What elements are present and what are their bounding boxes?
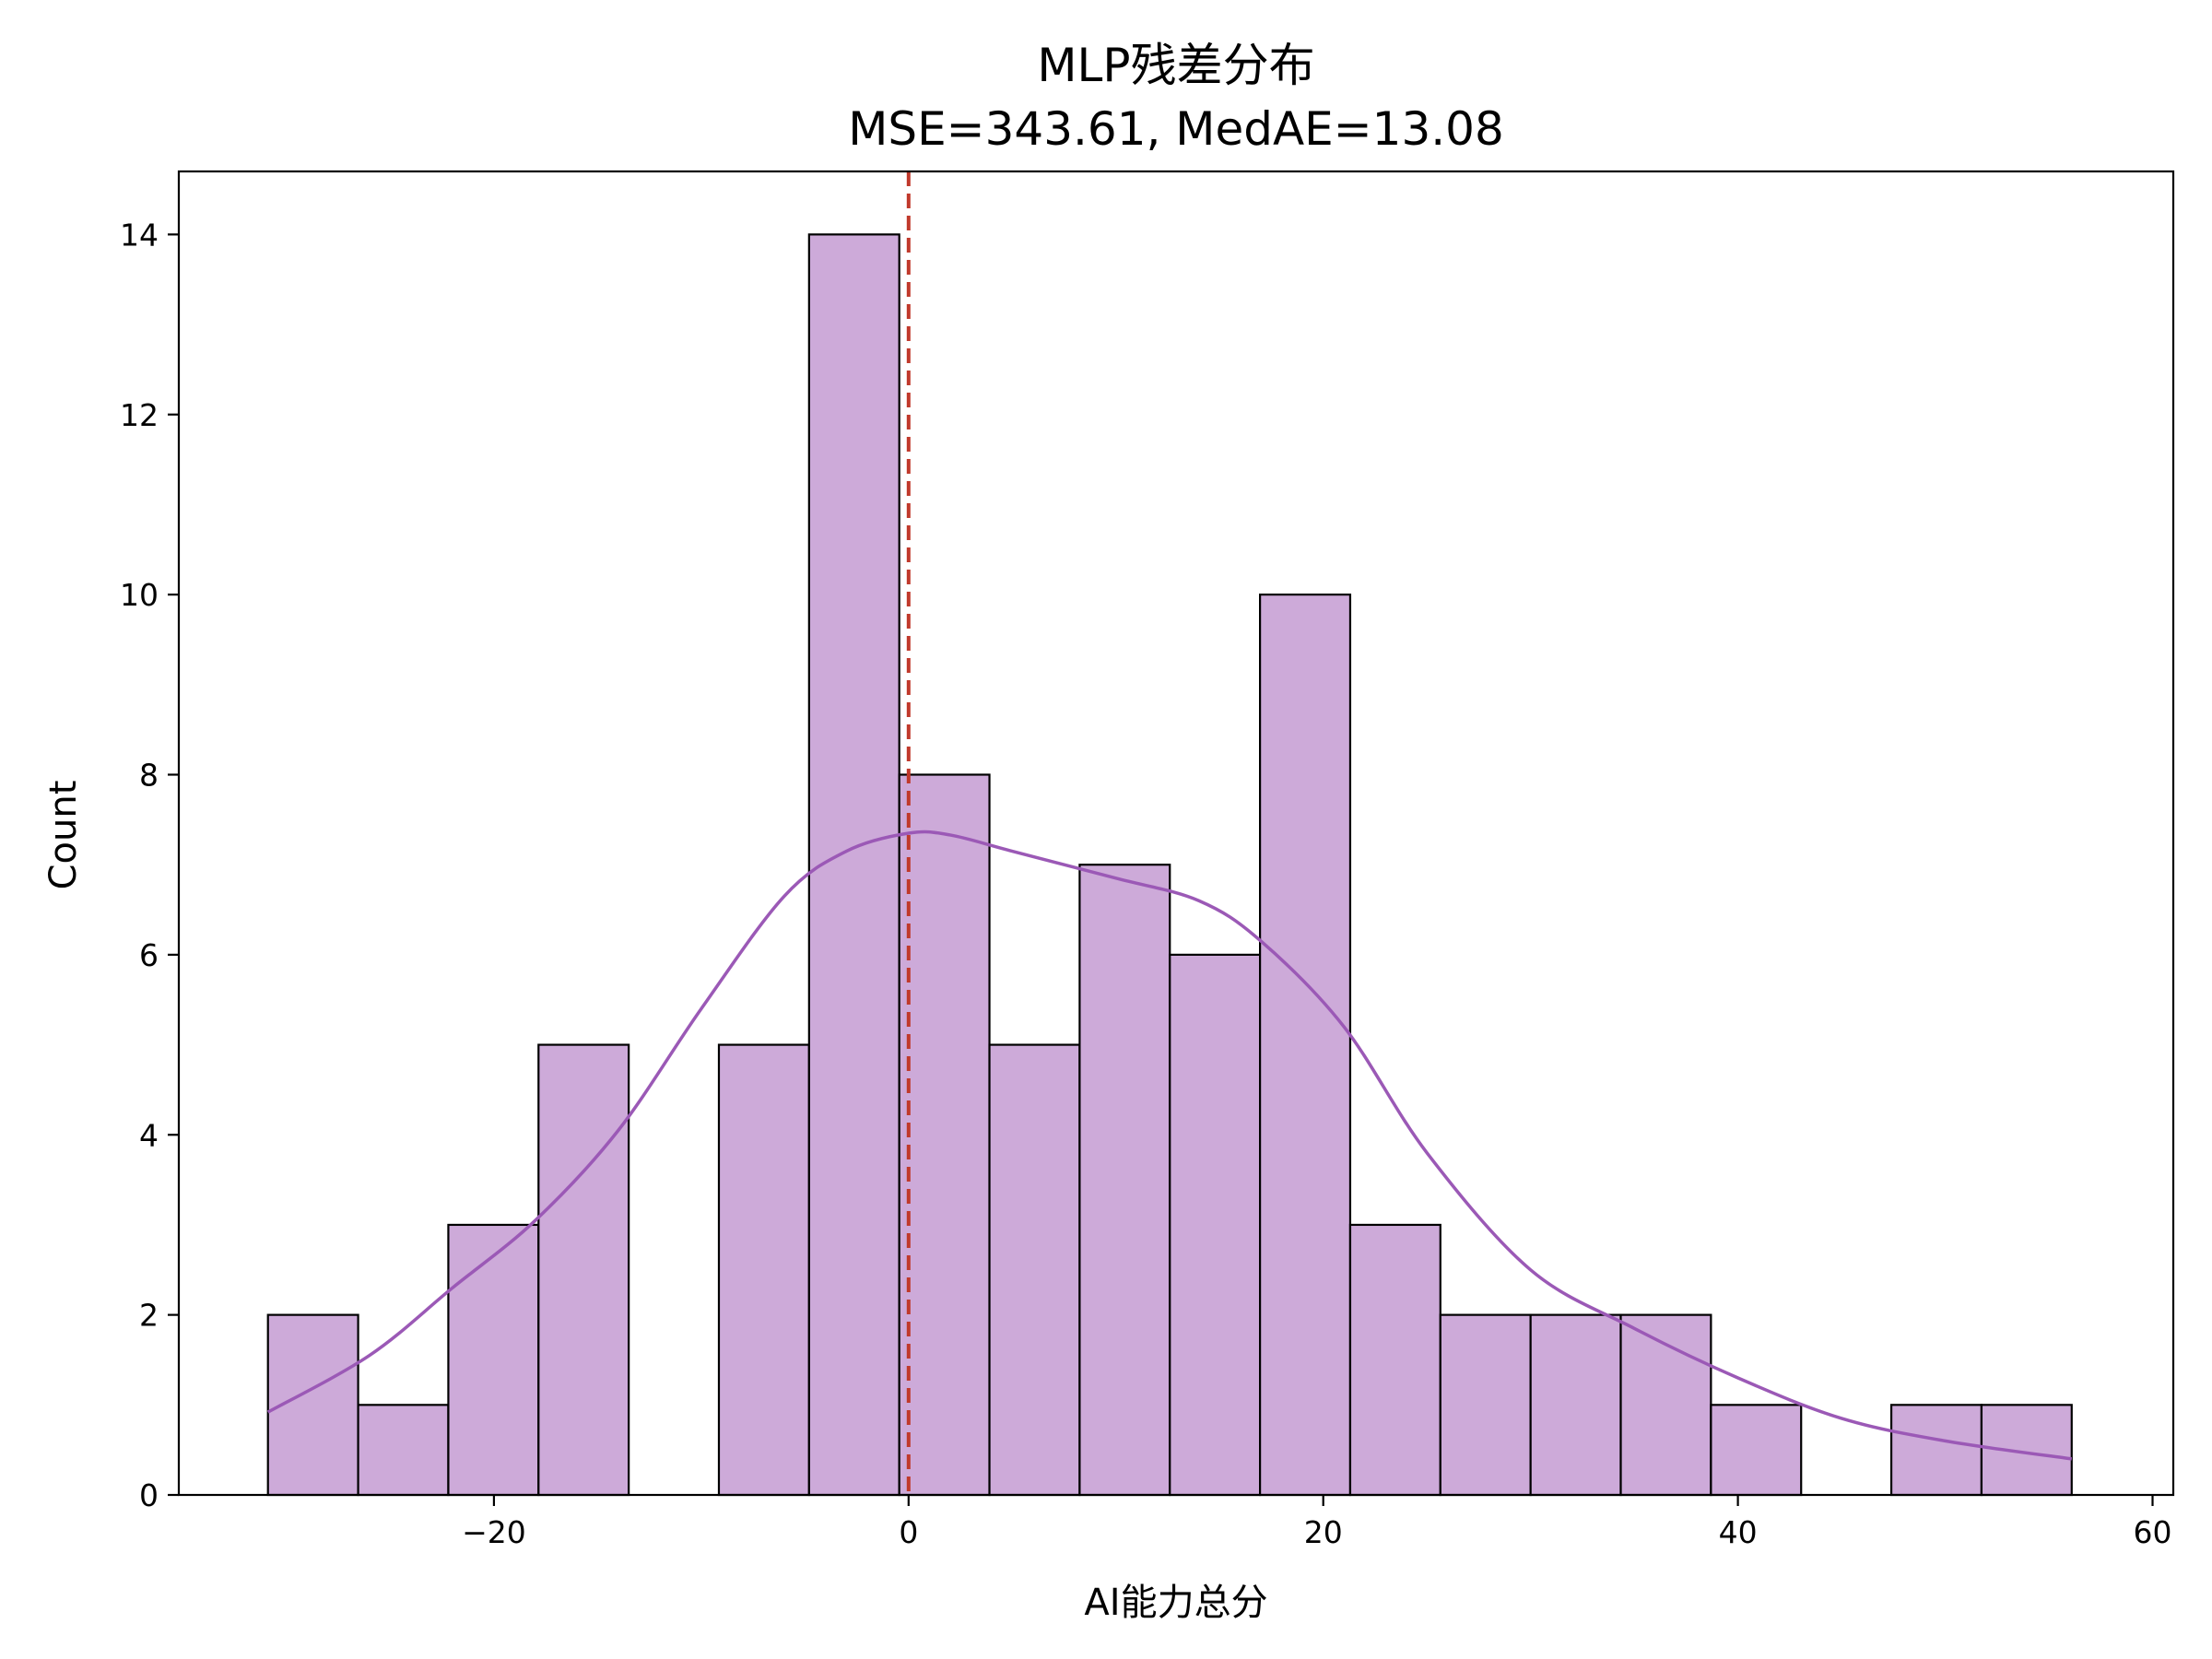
histogram-bar (1619, 1313, 1712, 1497)
x-tick-label: 0 (899, 1514, 918, 1550)
x-tick-label: 40 (1719, 1514, 1758, 1550)
histogram-bar (1710, 1404, 1803, 1497)
histogram-bar (1348, 1223, 1441, 1497)
histogram-bar (988, 1043, 1081, 1497)
y-tick-label: 14 (120, 217, 159, 253)
x-axis-label: AI能力总分 (1084, 1582, 1267, 1624)
x-tick-label: 60 (2134, 1514, 2172, 1550)
histogram-bar (898, 773, 991, 1497)
kde-layer (266, 830, 2073, 1461)
y-axis-ticks: 0 2 4 6 8 10 12 14 (120, 217, 179, 1513)
chart-title: MLP残差分布 (1037, 39, 1314, 92)
histogram-bar (447, 1223, 540, 1497)
x-tick-label: 20 (1304, 1514, 1343, 1550)
y-tick-label: 0 (139, 1477, 159, 1513)
histogram-bar (357, 1404, 450, 1497)
plot-frame (177, 170, 2175, 1497)
kde-curve (266, 830, 2073, 1461)
histogram-bar (1889, 1404, 1983, 1497)
y-tick-label: 2 (139, 1298, 159, 1334)
y-tick-label: 8 (139, 758, 159, 794)
histogram-bar (1169, 953, 1262, 1497)
histogram-bars (266, 233, 2073, 1497)
y-tick-label: 4 (139, 1117, 159, 1153)
y-tick-label: 10 (120, 577, 159, 613)
chart-subtitle: MSE=343.61, MedAE=13.08 (848, 102, 1504, 156)
y-tick-label: 12 (120, 397, 159, 433)
y-tick-label: 6 (139, 937, 159, 973)
y-axis-label: Count (42, 781, 85, 890)
histogram-bar (537, 1043, 630, 1497)
histogram-bar (1259, 594, 1352, 1497)
x-tick-label: −20 (462, 1514, 526, 1550)
histogram-bar (717, 1043, 810, 1497)
histogram-bar (1529, 1313, 1622, 1497)
histogram-bar (1078, 864, 1171, 1497)
x-axis-ticks: −20 0 20 40 60 (462, 1495, 2172, 1550)
histogram-bar (1439, 1313, 1532, 1497)
